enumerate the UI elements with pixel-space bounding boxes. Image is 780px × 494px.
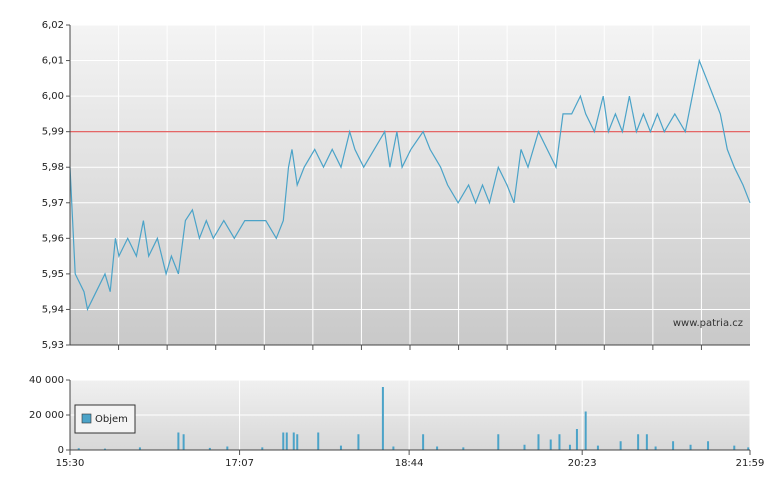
volume-bar	[177, 432, 180, 450]
y-tick-label: 5,97	[42, 198, 64, 209]
x-tick-label: 18:44	[395, 458, 424, 469]
volume-bar	[637, 434, 640, 450]
volume-bar	[285, 432, 288, 450]
volume-bar	[707, 441, 710, 450]
y-tick-label: 5,94	[42, 304, 64, 315]
volume-bar	[672, 441, 675, 450]
volume-bar	[558, 434, 561, 450]
volume-bar	[462, 447, 465, 450]
volume-bar	[317, 432, 320, 450]
volume-bar	[497, 434, 500, 450]
volume-bar	[733, 445, 736, 450]
volume-bar	[77, 448, 80, 450]
volume-bar	[296, 434, 299, 450]
volume-bar	[747, 447, 750, 450]
volume-bar	[549, 439, 552, 450]
volume-bar	[596, 445, 599, 450]
volume-bar	[292, 432, 295, 450]
volume-bar	[282, 432, 285, 450]
x-tick-label: 17:07	[225, 458, 254, 469]
volume-bar	[654, 446, 657, 450]
volume-bar	[261, 447, 264, 450]
y-tick-label: 5,96	[42, 233, 64, 244]
volume-bar	[645, 434, 648, 450]
volume-bar	[523, 444, 526, 450]
legend-label: Objem	[95, 414, 128, 425]
y-tick-label: 6,00	[42, 91, 64, 102]
volume-bar	[537, 434, 540, 450]
volume-bar	[575, 429, 578, 450]
y-tick-label: 20 000	[29, 410, 64, 421]
volume-bar	[422, 434, 425, 450]
y-tick-label: 5,98	[42, 162, 64, 173]
volume-bar	[689, 444, 692, 450]
volume-bar	[436, 446, 439, 450]
x-tick-label: 15:30	[56, 458, 85, 469]
volume-bar	[357, 434, 360, 450]
volume-bar	[339, 445, 342, 450]
volume-bar	[103, 448, 106, 450]
volume-bar	[226, 446, 229, 450]
y-tick-label: 0	[58, 445, 64, 456]
y-tick-label: 5,95	[42, 269, 64, 280]
x-tick-label: 21:59	[736, 458, 765, 469]
volume-bar	[584, 411, 587, 450]
y-tick-label: 5,99	[42, 127, 64, 138]
y-tick-label: 6,02	[42, 20, 64, 31]
y-tick-label: 5,93	[42, 340, 64, 351]
x-tick-label: 20:23	[568, 458, 597, 469]
volume-bar	[182, 434, 185, 450]
price-line	[69, 58, 751, 312]
volume-bar	[392, 446, 395, 450]
y-tick-label: 40 000	[29, 375, 64, 386]
watermark: www.patria.cz	[673, 318, 743, 329]
volume-bar	[619, 441, 622, 450]
y-tick-label: 6,01	[42, 56, 64, 67]
legend-swatch	[81, 413, 92, 424]
volume-bar	[568, 444, 571, 450]
volume-bar	[208, 447, 211, 450]
volume-bar	[138, 447, 141, 450]
volume-bar	[381, 387, 384, 450]
